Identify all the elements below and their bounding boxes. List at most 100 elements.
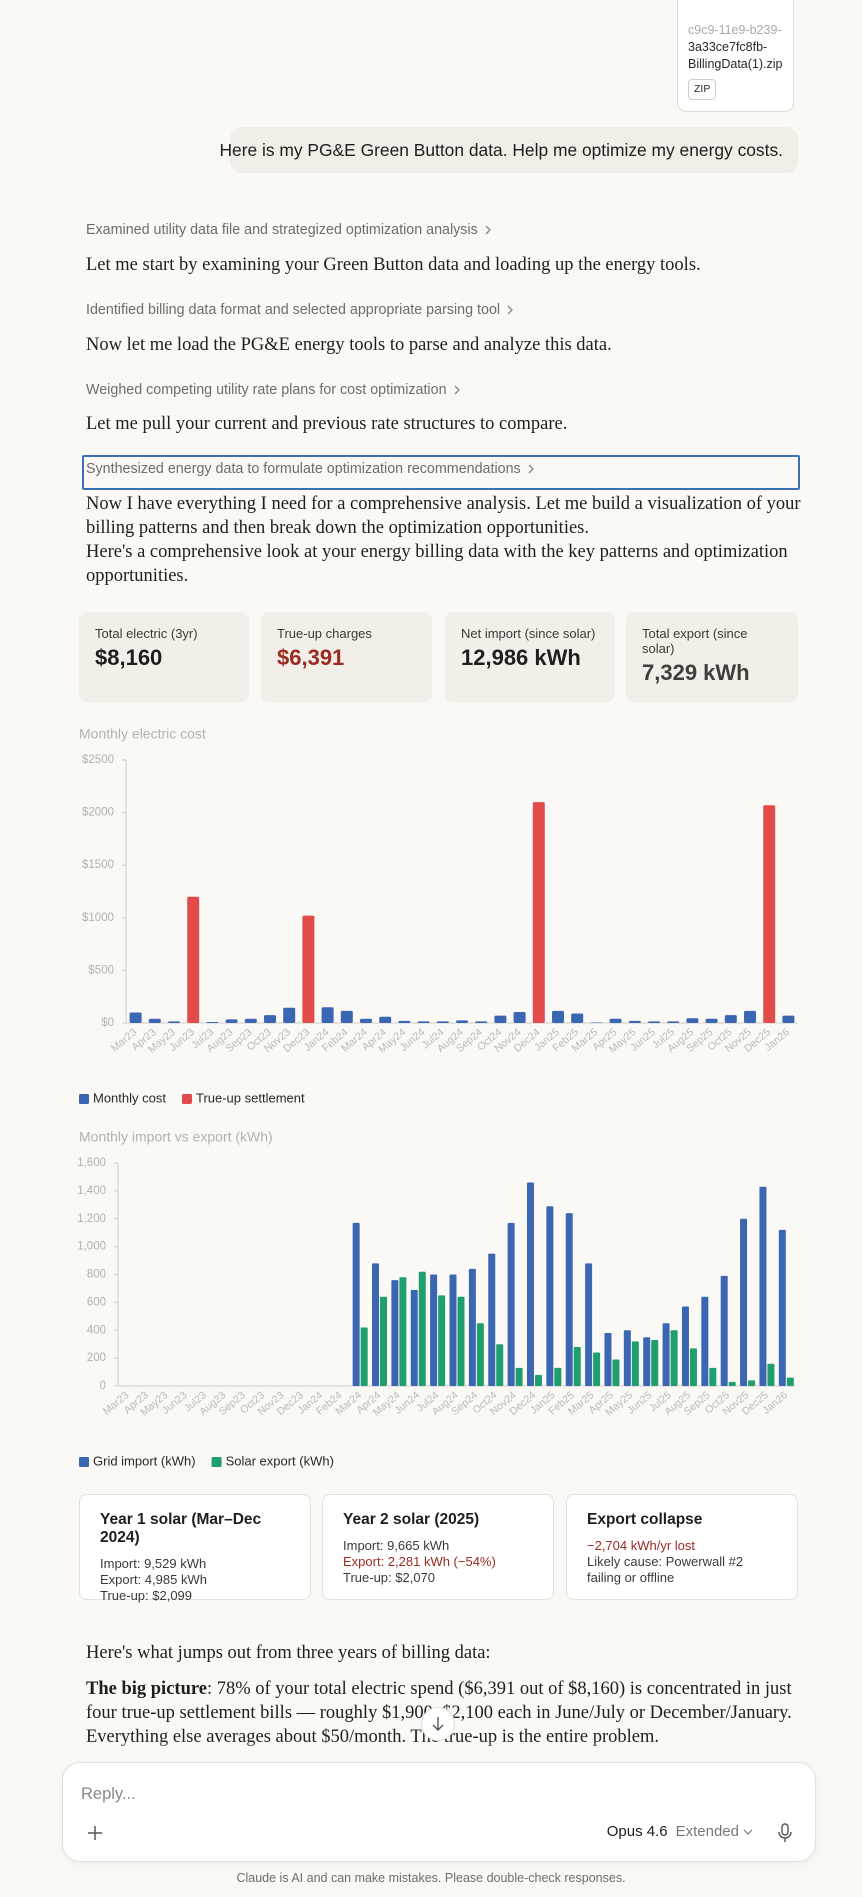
bar (667, 1021, 680, 1023)
y-tick-label: 1,400 (77, 1185, 106, 1197)
bar (399, 1277, 407, 1386)
attachment[interactable]: c9c9-11e9-b239- 3a33ce7fc8fb- BillingDat… (677, 0, 794, 112)
bar (417, 1021, 430, 1023)
bar (168, 1021, 180, 1023)
chart: Monthly electric cost $0 $500 $1000 $1500 $20… (79, 726, 798, 1105)
chevron (454, 385, 460, 395)
user-message: Here is my PG&E Green Button data. Help … (220, 127, 798, 173)
bar (744, 1010, 756, 1023)
bar (571, 1013, 584, 1023)
bar (585, 1263, 593, 1386)
bar (565, 1213, 573, 1386)
step-summary[interactable]: Identified billing data format and selec… (86, 302, 514, 318)
bar (670, 1330, 678, 1386)
reply-placeholder[interactable]: Reply... (81, 1785, 136, 1803)
bar (689, 1348, 697, 1386)
step-summary[interactable]: Weighed competing utility rate plans for… (86, 382, 461, 398)
step-summary-text: Identified billing data format and selec… (86, 302, 501, 318)
stat-card: Net import (since solar) 12,986 kWh (445, 612, 615, 702)
bar (457, 1296, 465, 1386)
summary-card: Year 1 solar (Mar–Dec 2024) Import: 9,529… (79, 1494, 311, 1603)
bar (507, 1222, 515, 1386)
card-line: Likely cause: Powerwall #2 (587, 1554, 744, 1569)
stat-value: $8,160 (95, 645, 163, 670)
y-tick-label: $500 (88, 964, 114, 976)
mic-button[interactable] (777, 1823, 793, 1843)
bar (360, 1018, 372, 1023)
card-line: True-up: $2,099 (100, 1588, 193, 1603)
assistant-text: Now let me load the PG&E energy tools to… (86, 335, 612, 355)
summary-card: Export collapse −2,704 kWh/yr lost Likely … (566, 1494, 798, 1600)
reply-box[interactable]: Reply... Opus 4.6 Extended (62, 1762, 816, 1862)
card-title: Export collapse (587, 1511, 703, 1528)
disclaimer: Claude is AI and can make mistakes. Plea… (236, 1871, 626, 1885)
bar (651, 1340, 659, 1386)
file-name: 3a33ce7fc8fb- (688, 40, 768, 54)
bar (643, 1337, 651, 1386)
file-name: c9c9-11e9-b239- (688, 23, 782, 37)
chevron (507, 305, 514, 315)
file-name: BillingData(1).zip (688, 57, 783, 71)
y-tick-label: 1,600 (77, 1157, 106, 1169)
bar (129, 1012, 142, 1023)
summary-card: Year 2 solar (2025) Import: 9,665 kWh Expo… (322, 1494, 554, 1600)
step-summary-text: Weighed competing utility rate plans for… (86, 382, 447, 398)
stat-label: Total electric (3yr) (95, 626, 198, 641)
bar (526, 1182, 534, 1386)
bar (187, 896, 200, 1023)
legend-label: Solar export (kWh) (226, 1453, 334, 1468)
bar (748, 1380, 756, 1386)
bar (476, 1323, 484, 1386)
bar (604, 1333, 612, 1386)
chart-title: Monthly import vs export (kWh) (79, 1129, 273, 1145)
model-selector[interactable]: Opus 4.6 Extended (607, 1823, 753, 1840)
chevron (743, 1829, 753, 1835)
stat-label: Total export (since solar) (642, 626, 748, 656)
stat-card: Total electric (3yr) $8,160 (79, 612, 249, 702)
bar (513, 1011, 526, 1023)
chevron (485, 225, 491, 235)
bar (686, 1018, 699, 1023)
stat-card: Total export (since solar) 7,329 kWh (626, 612, 798, 702)
bar (546, 1206, 554, 1386)
chevron (528, 464, 534, 474)
bar (456, 1020, 468, 1023)
card-line: −2,704 kWh/yr lost (587, 1538, 696, 1553)
chart-title: Monthly electric cost (79, 726, 206, 742)
arrow-icon (432, 1717, 444, 1731)
stat-card: True-up charges $6,391 (261, 612, 432, 702)
lead-text: The big picture (86, 1679, 207, 1699)
y-tick-label: $2500 (82, 754, 114, 766)
bar (372, 1263, 380, 1386)
y-tick-label: 200 (87, 1352, 106, 1364)
bar (340, 1010, 353, 1023)
bar (767, 1363, 775, 1386)
bar (763, 805, 776, 1023)
step-summary[interactable]: Examined utility data file and strategiz… (86, 222, 492, 238)
y-tick-label: $1000 (82, 912, 114, 924)
legend-label: True-up settlement (196, 1090, 305, 1105)
legend-label: Monthly cost (93, 1090, 166, 1105)
bar (494, 1015, 507, 1023)
add-button[interactable] (87, 1825, 103, 1841)
step-summary[interactable]: Synthesized energy data to formulate opt… (86, 461, 535, 477)
bar (720, 1275, 728, 1386)
bar (628, 1020, 641, 1023)
card-line: Import: 9,665 kWh (343, 1538, 450, 1553)
bar (436, 1021, 449, 1023)
bar (496, 1344, 504, 1386)
bar (488, 1253, 496, 1386)
bar (593, 1352, 601, 1386)
bar (398, 1020, 411, 1023)
stat-value: 7,329 kWh (642, 660, 750, 685)
y-tick-label: $1500 (82, 859, 114, 871)
assistant-text: Now I have everything I need for a compr… (86, 494, 801, 538)
y-tick-label: 1,000 (77, 1241, 106, 1253)
legend-swatch (79, 1457, 89, 1467)
bar (206, 1021, 219, 1023)
bar (244, 1018, 257, 1023)
bar (554, 1367, 562, 1386)
bar (532, 802, 545, 1023)
scroll-down-button[interactable] (421, 1707, 455, 1741)
